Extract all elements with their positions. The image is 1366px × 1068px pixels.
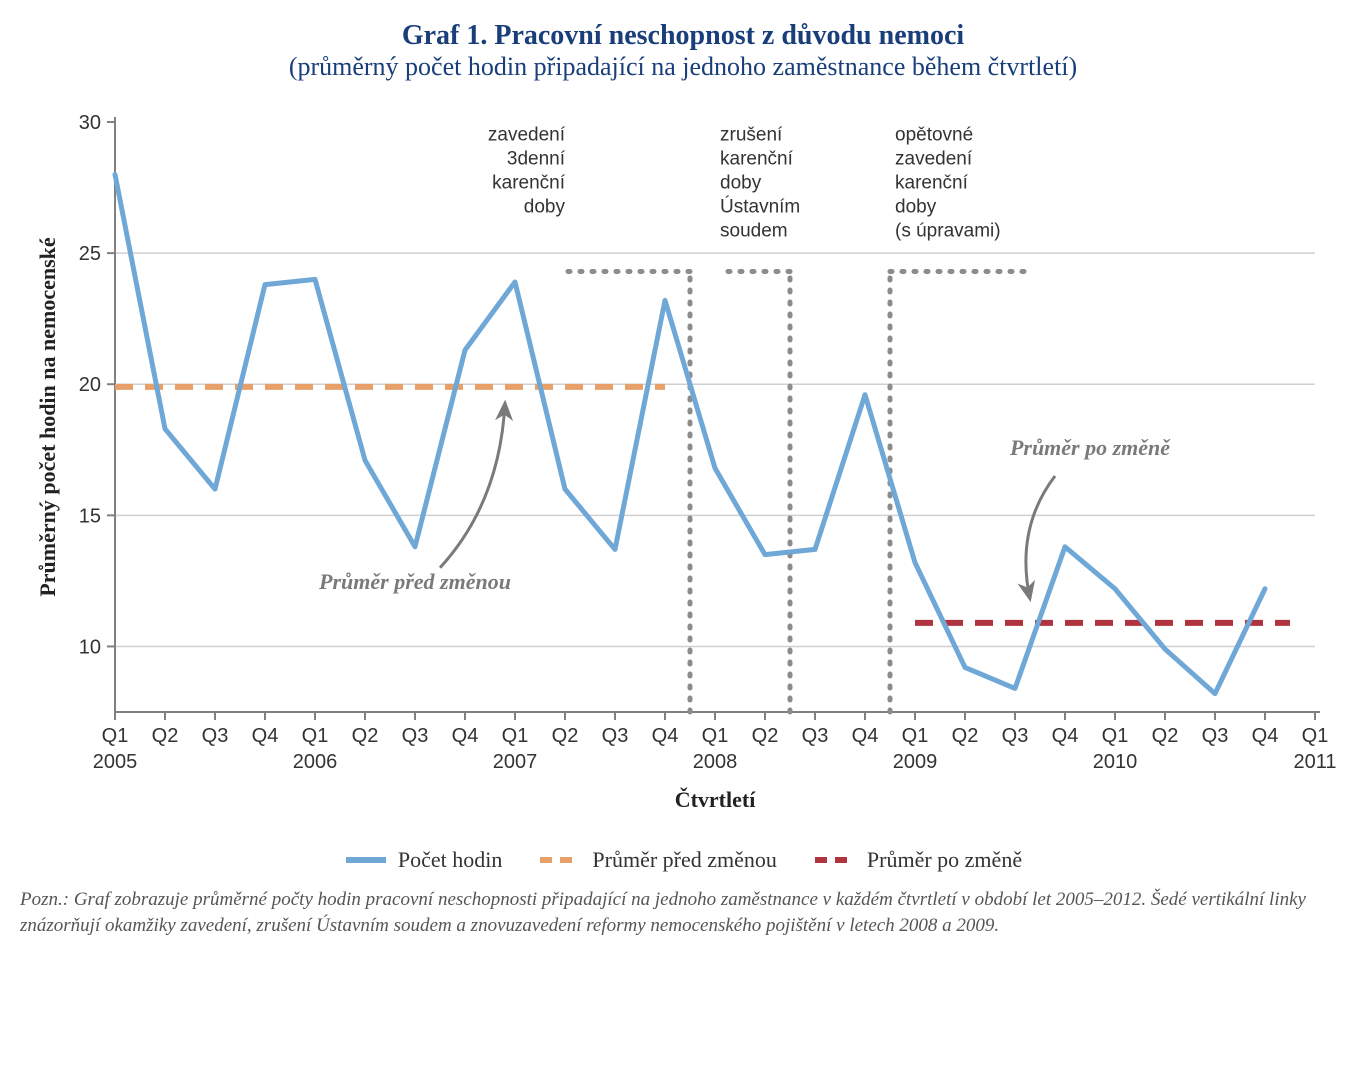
svg-text:Q1: Q1 [1302, 725, 1329, 747]
svg-text:(s úpravami): (s úpravami) [895, 220, 1001, 241]
svg-text:Q3: Q3 [602, 725, 629, 747]
line-chart: 10 15 20 25 30 Průměrný počet hodin na nemoce… [20, 92, 1346, 832]
legend-item: Průměr po změně [813, 847, 1022, 873]
svg-text:Q2: Q2 [552, 725, 579, 747]
svg-text:Q1: Q1 [1102, 725, 1129, 747]
svg-text:karenční: karenční [895, 172, 969, 193]
svg-text:Q4: Q4 [1252, 725, 1279, 747]
svg-text:2011: 2011 [1293, 751, 1336, 773]
svg-text:zrušení: zrušení [720, 124, 783, 145]
legend-label: Průměr po změně [867, 847, 1022, 873]
svg-text:Q4: Q4 [652, 725, 679, 747]
svg-text:Q3: Q3 [1202, 725, 1229, 747]
svg-text:Q4: Q4 [452, 725, 479, 747]
svg-text:15: 15 [79, 505, 101, 527]
chart-subtitle: (průměrný počet hodin připadající na jed… [20, 52, 1346, 82]
svg-text:karenční: karenční [720, 148, 794, 169]
svg-text:Q2: Q2 [952, 725, 979, 747]
legend: Počet hodin Průměr před změnou Průměr po z… [20, 845, 1346, 873]
svg-text:Průměr před změnou: Průměr před změnou [318, 569, 511, 594]
chart-title: Graf 1. Pracovní neschopnost z důvodu ne… [20, 20, 1346, 52]
svg-text:2008: 2008 [693, 751, 738, 773]
svg-text:karenční: karenční [492, 172, 566, 193]
svg-text:2006: 2006 [293, 751, 338, 773]
svg-text:Q4: Q4 [852, 725, 879, 747]
svg-text:2009: 2009 [893, 751, 938, 773]
svg-text:Q3: Q3 [202, 725, 229, 747]
svg-text:Průměr po změně: Průměr po změně [1009, 435, 1171, 460]
svg-text:Q1: Q1 [902, 725, 929, 747]
svg-text:doby: doby [720, 172, 762, 193]
chart-container: Graf 1. Pracovní neschopnost z důvodu ne… [20, 20, 1346, 938]
svg-text:Ústavním: Ústavním [720, 195, 800, 217]
svg-text:Q4: Q4 [252, 725, 279, 747]
svg-text:zavedení: zavedení [895, 148, 973, 169]
svg-text:2007: 2007 [493, 751, 538, 773]
svg-text:Čtvrtletí: Čtvrtletí [675, 787, 757, 812]
svg-text:20: 20 [79, 374, 101, 396]
title-block: Graf 1. Pracovní neschopnost z důvodu ne… [20, 20, 1346, 82]
svg-text:Q1: Q1 [102, 725, 129, 747]
svg-text:Q1: Q1 [502, 725, 529, 747]
legend-item: Průměr před změnou [538, 847, 777, 873]
footnote: Pozn.: Graf zobrazuje průměrné počty hod… [20, 887, 1346, 938]
svg-text:doby: doby [524, 196, 566, 217]
svg-text:10: 10 [79, 636, 101, 658]
svg-text:25: 25 [79, 243, 101, 265]
svg-text:Q3: Q3 [802, 725, 829, 747]
legend-label: Průměr před změnou [592, 847, 777, 873]
svg-text:Q2: Q2 [352, 725, 379, 747]
svg-text:2010: 2010 [1093, 751, 1138, 773]
svg-text:Q3: Q3 [1002, 725, 1029, 747]
svg-text:opětovné: opětovné [895, 124, 973, 145]
svg-text:soudem: soudem [720, 220, 788, 241]
svg-text:Q1: Q1 [302, 725, 329, 747]
legend-label: Počet hodin [398, 847, 503, 873]
svg-text:Q2: Q2 [152, 725, 179, 747]
svg-text:Q2: Q2 [752, 725, 779, 747]
svg-text:Q4: Q4 [1052, 725, 1079, 747]
legend-item: Počet hodin [344, 847, 503, 873]
svg-text:30: 30 [79, 112, 101, 134]
svg-text:Q2: Q2 [1152, 725, 1179, 747]
svg-text:Q1: Q1 [702, 725, 729, 747]
svg-text:Q3: Q3 [402, 725, 429, 747]
svg-text:doby: doby [895, 196, 937, 217]
svg-text:zavedení: zavedení [488, 124, 566, 145]
svg-text:3denní: 3denní [507, 148, 566, 169]
svg-text:2005: 2005 [93, 751, 138, 773]
svg-text:Průměrný počet hodin na nemoce: Průměrný počet hodin na nemocenské [35, 237, 60, 597]
